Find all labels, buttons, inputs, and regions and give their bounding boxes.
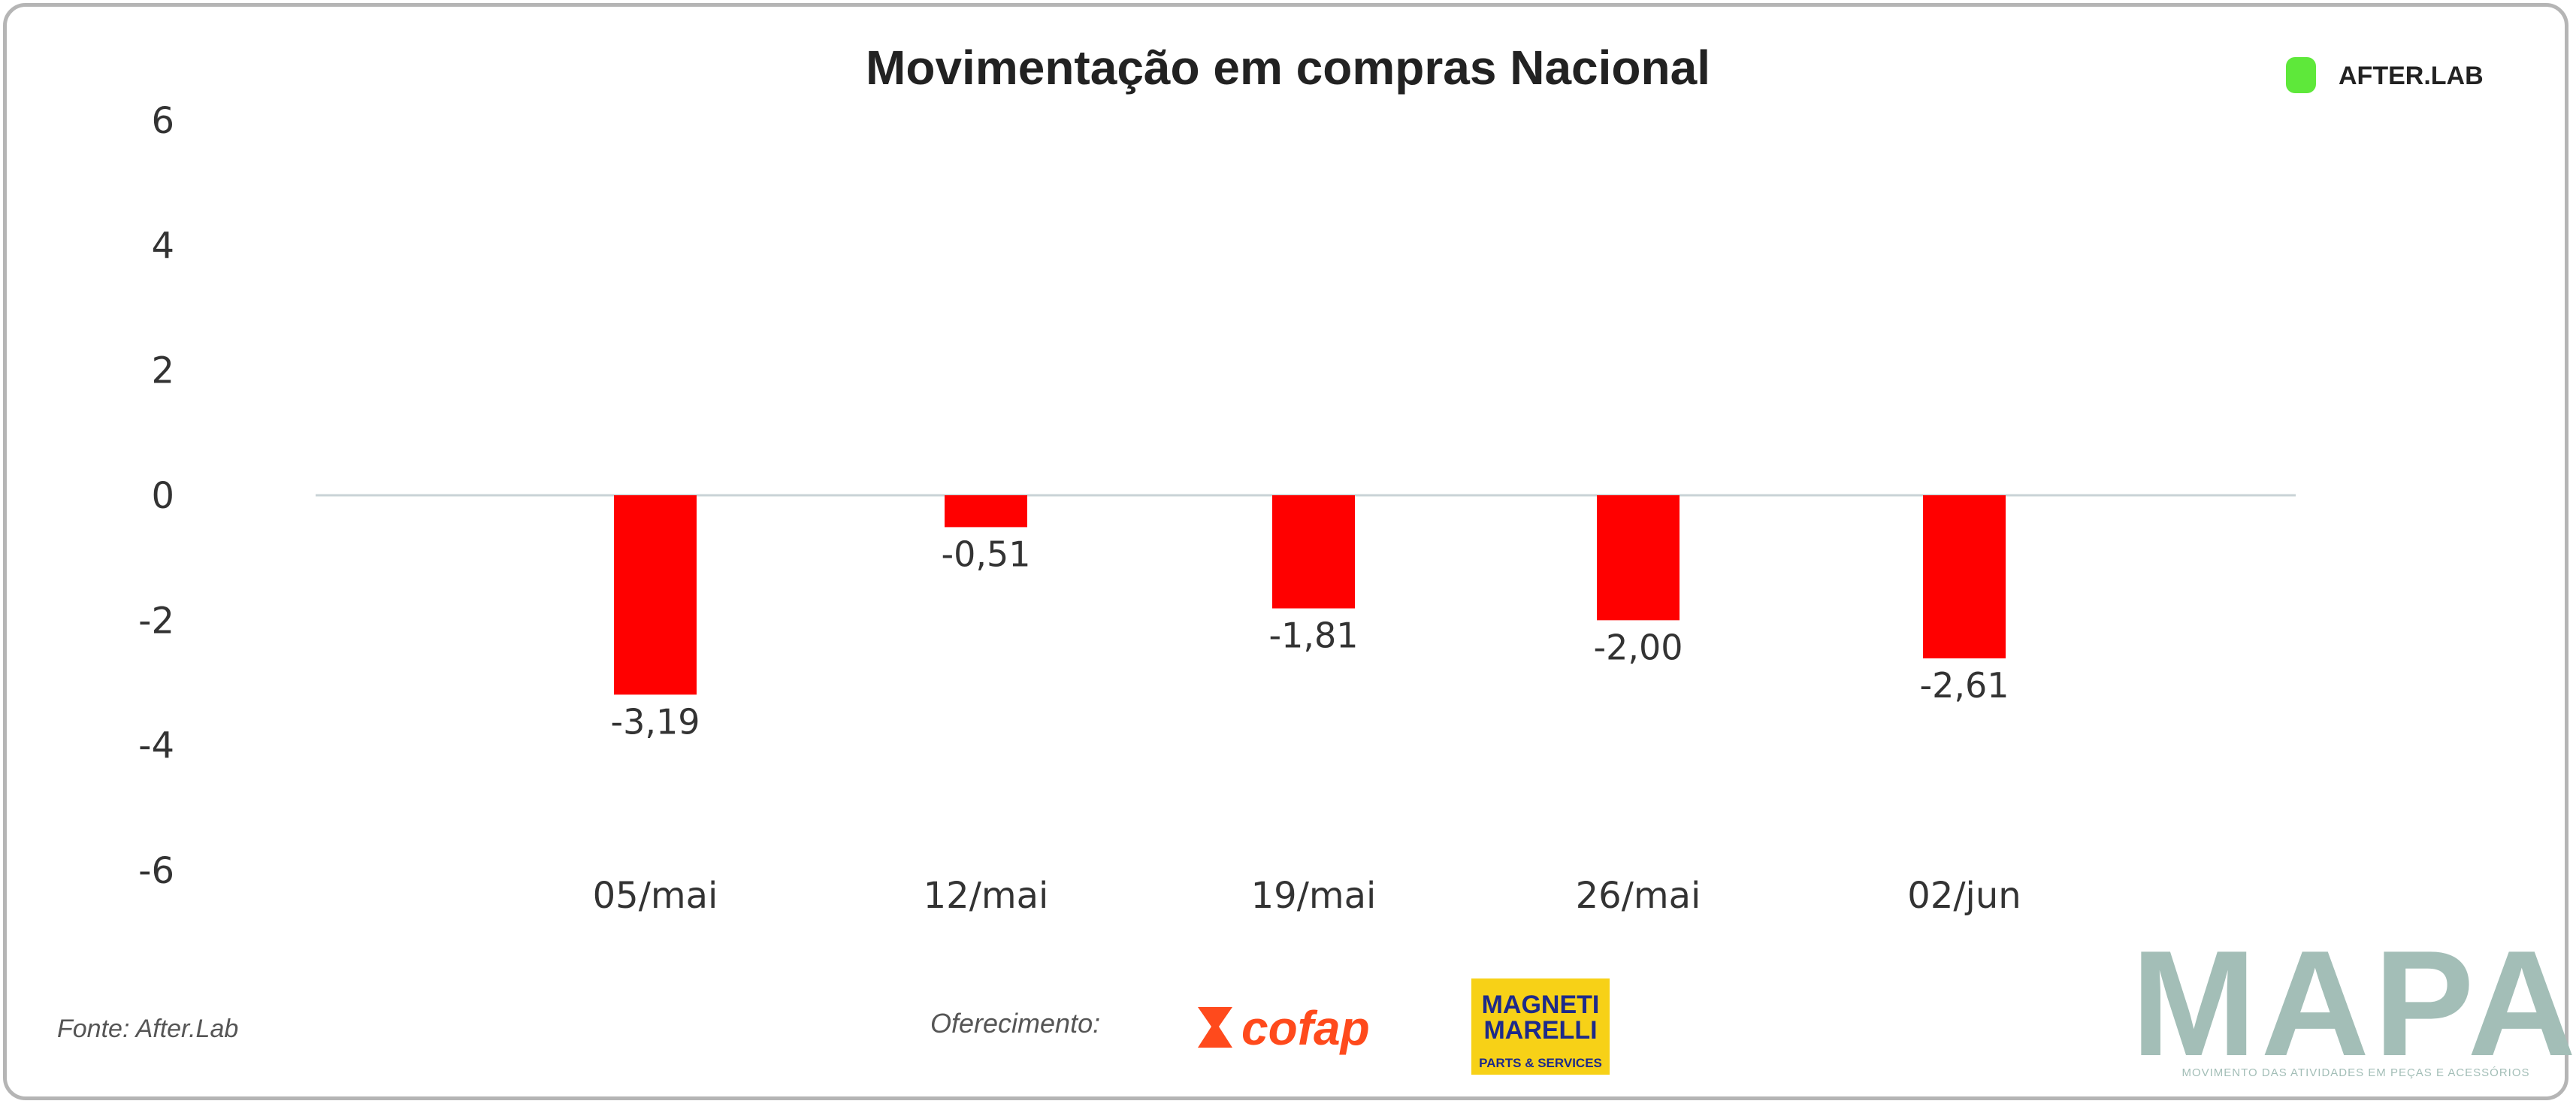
bar	[1597, 495, 1680, 621]
chart-title: Movimentação em compras Nacional	[866, 41, 1710, 95]
data-label: -3,19	[610, 701, 700, 742]
magneti-marelli-badge	[1471, 978, 1610, 1075]
bar	[1272, 495, 1355, 609]
y-tick-label: -4	[138, 725, 174, 767]
afterlab-logo-text: AFTER.LAB	[2339, 62, 2484, 90]
cofap-logo-text: cofap	[1241, 1001, 1370, 1055]
mapa-logo-text: MAPA	[2131, 920, 2576, 1087]
magneti-line2: MARELLI	[1483, 1016, 1597, 1045]
bar	[1923, 495, 2006, 659]
x-axis: 05/mai 12/mai 19/mai 26/mai 02/jun	[593, 875, 2021, 917]
afterlab-logo: AFTER.LAB	[2286, 57, 2484, 93]
data-label: -2,00	[1593, 627, 1683, 667]
mapa-tagline: MOVIMENTO DAS ATIVIDADES EM PEÇAS E ACES…	[2181, 1066, 2529, 1079]
data-labels: -3,19 -0,51 -1,81 -2,00 -2,61	[610, 534, 2009, 742]
y-axis: 6 4 2 0 -2 -4 -6	[138, 100, 174, 892]
y-tick-label: 6	[151, 100, 174, 142]
cofap-mark-icon	[1198, 1007, 1232, 1048]
bar	[945, 495, 1027, 528]
mapa-logo: MAPA MOVIMENTO DAS ATIVIDADES EM PEÇAS E…	[2131, 920, 2576, 1087]
cofap-logo: cofap	[1198, 1001, 1370, 1055]
y-tick-label: 0	[151, 475, 174, 517]
magneti-marelli-logo: MAGNETI MARELLI PARTS & SERVICES	[1471, 978, 1610, 1075]
source-note: Fonte: After.Lab	[57, 1015, 238, 1043]
x-tick-label: 26/mai	[1576, 875, 1701, 917]
magneti-line1: MAGNETI	[1482, 991, 1600, 1019]
bar-series	[614, 495, 2006, 695]
y-tick-label: 4	[151, 225, 174, 267]
sponsor-label: Oferecimento:	[930, 1008, 1100, 1039]
data-label: -2,61	[1919, 665, 2009, 706]
x-tick-label: 19/mai	[1251, 875, 1377, 917]
x-tick-label: 12/mai	[924, 875, 1049, 917]
magneti-subtitle: PARTS & SERVICES	[1479, 1056, 1602, 1070]
y-tick-label: 2	[151, 350, 174, 392]
x-tick-label: 05/mai	[593, 875, 718, 917]
y-tick-label: -6	[138, 850, 174, 892]
y-tick-label: -2	[138, 600, 174, 642]
bar	[614, 495, 697, 695]
afterlab-mark-icon	[2286, 57, 2316, 93]
data-label: -0,51	[941, 534, 1030, 574]
x-tick-label: 02/jun	[1907, 875, 2021, 917]
data-label: -1,81	[1268, 616, 1358, 656]
